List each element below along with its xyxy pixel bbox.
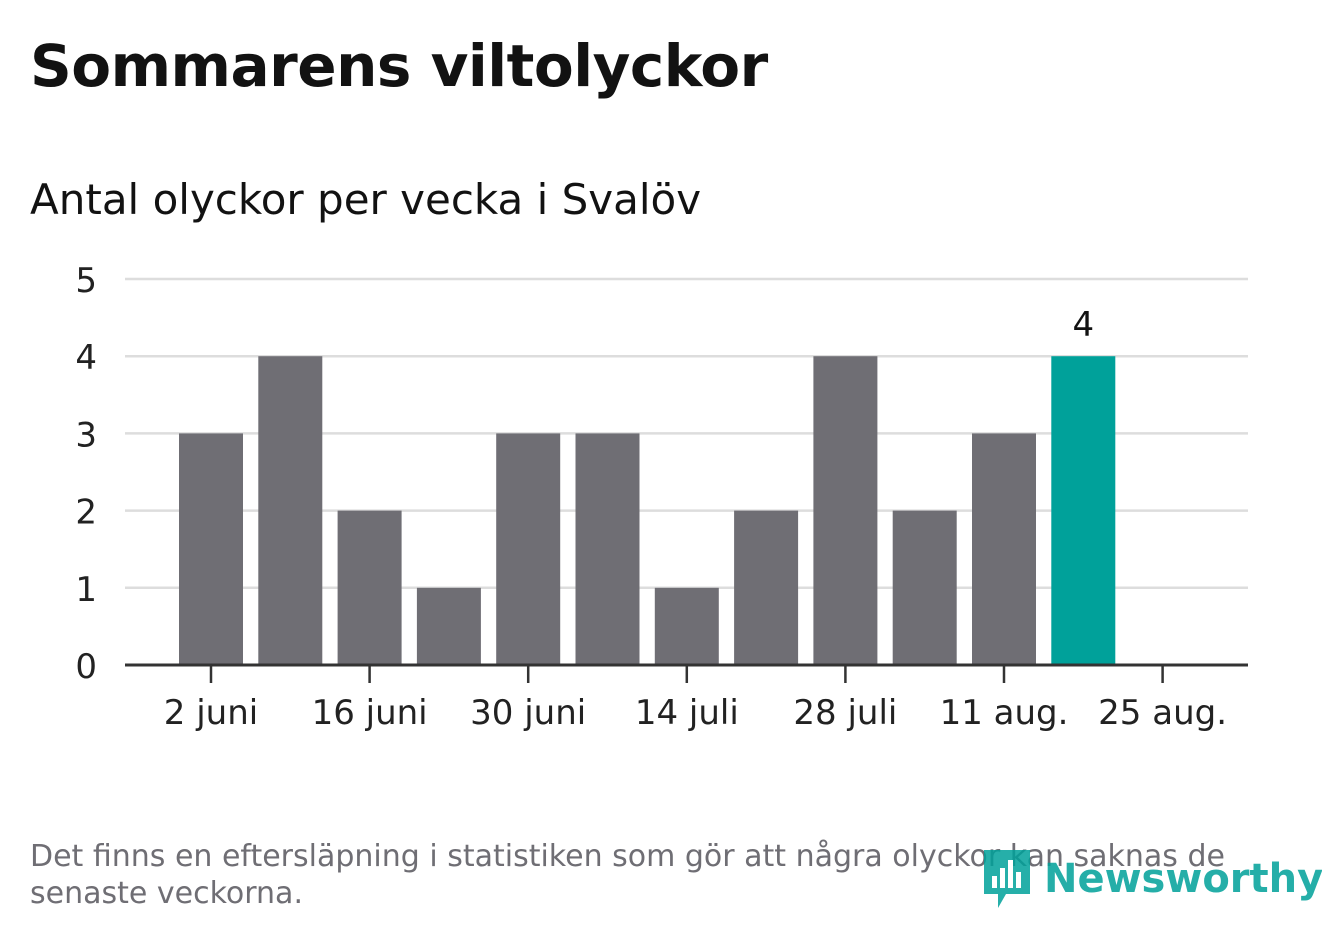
bar <box>813 356 878 665</box>
x-tick-label: 16 juni <box>312 693 428 733</box>
newsworthy-logo: Newsworthy <box>980 846 1322 912</box>
bar <box>734 510 799 665</box>
bar <box>416 587 481 665</box>
x-tick-label: 30 juni <box>470 693 586 733</box>
chart-title: Sommarens viltolyckor <box>30 32 768 100</box>
data-label: 4 <box>1072 305 1094 345</box>
x-tick-label: 28 juli <box>793 693 897 733</box>
y-tick-label: 4 <box>75 338 97 378</box>
y-tick-label: 3 <box>75 415 97 455</box>
y-tick-label: 1 <box>75 570 97 610</box>
x-tick-label: 11 aug. <box>940 693 1069 733</box>
x-tick-label: 2 juni <box>164 693 258 733</box>
x-tick-label: 25 aug. <box>1098 693 1227 733</box>
logo-text: Newsworthy <box>1044 856 1322 902</box>
bar <box>496 433 561 665</box>
bar <box>179 433 243 665</box>
x-tick-label: 14 juli <box>635 693 739 733</box>
bar-highlight <box>1051 356 1116 665</box>
y-tick-label: 2 <box>75 493 97 533</box>
bar <box>892 510 957 665</box>
y-tick-label: 5 <box>75 261 97 301</box>
bar-chart: 0 1 2 3 4 5 4 2 juni 16 juni 30 juni 14 juli 28 jul… <box>75 261 1248 733</box>
bar <box>258 356 323 665</box>
bar-chart-speech-bubble-icon <box>984 850 1030 908</box>
bar <box>972 433 1036 665</box>
bar <box>654 587 719 665</box>
chart-subtitle: Antal olyckor per vecka i Svalöv <box>30 175 702 224</box>
bar <box>575 433 640 665</box>
y-tick-label: 0 <box>75 647 97 687</box>
bar <box>337 510 402 665</box>
